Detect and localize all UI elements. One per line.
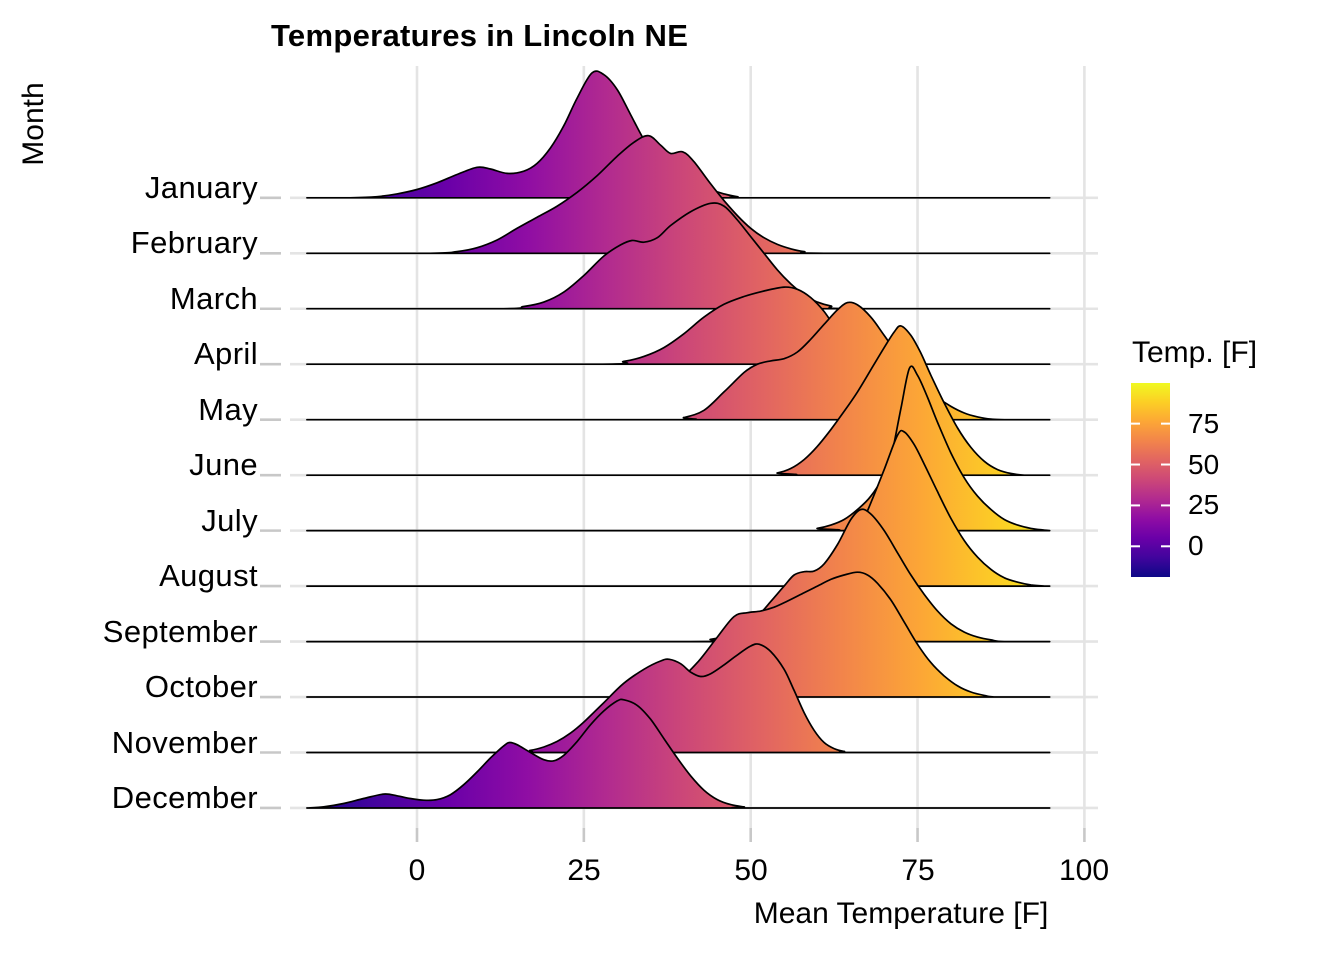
x-tick-label-0: 0	[408, 854, 426, 887]
y-tick-label-october: October	[144, 669, 258, 704]
y-tick-label-january: January	[144, 170, 258, 205]
x-tick-label-25: 25	[567, 854, 601, 887]
ridge-december	[306, 698, 1051, 809]
legend-tick-label-0: 0	[1188, 530, 1204, 561]
ridge-february	[306, 134, 1051, 255]
legend-tick-label-75: 75	[1188, 408, 1220, 439]
y-tick-label-december: December	[111, 780, 258, 815]
legend-tick-label-25: 25	[1188, 489, 1220, 520]
ridge-november	[306, 643, 1051, 754]
ridge-june	[306, 325, 1051, 477]
legend-tick-label-50: 50	[1188, 449, 1220, 480]
y-tick-label-november: November	[111, 725, 258, 760]
x-axis-title: Mean Temperature [F]	[753, 897, 1049, 930]
x-tick-label-75: 75	[901, 854, 935, 887]
y-tick-label-march: March	[169, 281, 258, 316]
y-tick-label-may: May	[198, 392, 258, 427]
legend-colorbar	[1131, 383, 1170, 577]
legend-title: Temp. [F]	[1132, 336, 1258, 369]
x-tick-label-100: 100	[1058, 854, 1110, 887]
ridge-march	[306, 202, 1051, 310]
y-tick-label-august: August	[159, 558, 258, 593]
y-tick-label-september: September	[102, 614, 258, 649]
y-tick-label-february: February	[130, 225, 258, 260]
x-tick-label-50: 50	[734, 854, 768, 887]
chart-title: Temperatures in Lincoln NE	[271, 18, 689, 53]
y-tick-label-june: June	[189, 447, 258, 482]
y-tick-label-april: April	[193, 336, 258, 371]
y-tick-label-july: July	[201, 503, 258, 538]
